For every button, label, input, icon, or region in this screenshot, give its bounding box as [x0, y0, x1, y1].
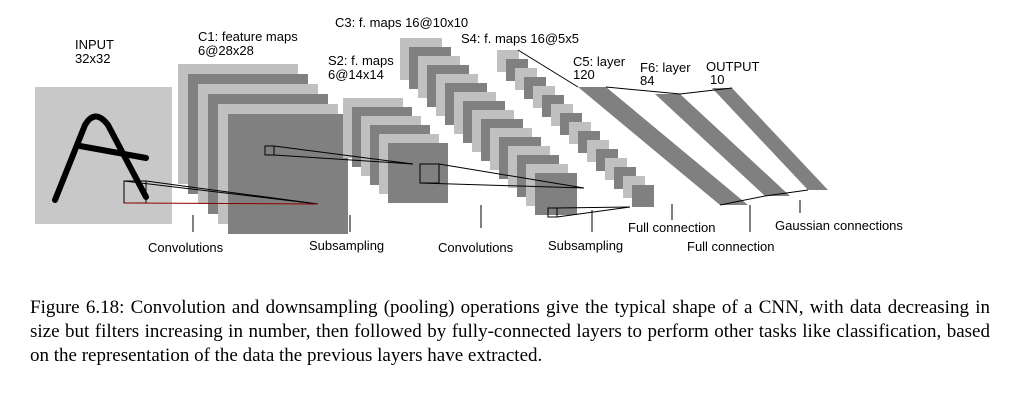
s2-dims: 6@14x14: [328, 67, 384, 82]
cnn-architecture-diagram: INPUT 32x32 C1: feature maps 6@28x28 S2:…: [35, 15, 903, 255]
s4-feature-maps: [497, 50, 654, 207]
input-image: [35, 87, 172, 224]
s2-map: [388, 143, 448, 203]
f6-dims: 84: [640, 73, 654, 88]
s2-feature-maps: [343, 98, 448, 203]
c3-receptive-field: [547, 207, 558, 218]
cone-line: [556, 206, 631, 209]
cone-line: [419, 182, 585, 189]
c5-label: C5: layer: [573, 54, 626, 69]
full-connection-line: [719, 195, 766, 206]
cone-line: [273, 154, 414, 165]
c1-feature-maps: [178, 64, 348, 234]
s4-label: S4: f. maps 16@5x5: [461, 31, 579, 46]
c5-layer-bar: [578, 87, 748, 205]
c1-label: C1: feature maps: [198, 29, 298, 44]
c5-dims: 120: [573, 67, 595, 82]
sub1-label: Subsampling: [309, 238, 384, 253]
c3-map: [535, 173, 577, 215]
fully-connected-layers: [517, 49, 828, 206]
input-letter-a: [52, 113, 149, 203]
output-label: OUTPUT: [706, 59, 760, 74]
cone-line: [123, 202, 319, 205]
figure-caption: Figure 6.18: Convolution and downsamplin…: [30, 297, 990, 366]
full-connection-line: [679, 87, 733, 95]
sub2-label: Subsampling: [548, 238, 623, 253]
full-connection-line: [605, 86, 681, 95]
cone-line: [556, 206, 631, 218]
gauss-label: Gaussian connections: [775, 218, 903, 233]
conv2-label: Convolutions: [438, 240, 514, 255]
c1-receptive-field: [264, 145, 275, 156]
separator-ticks: [192, 200, 801, 232]
c1-map: [228, 114, 348, 234]
cone-line: [438, 163, 585, 189]
full1-label: Full connection: [628, 220, 715, 235]
input-label: INPUT: [75, 37, 114, 52]
full-connection-line: [517, 49, 579, 88]
c1-dims: 6@28x28: [198, 43, 254, 58]
input-layer: [35, 87, 172, 224]
receptive-field-lines: [123, 145, 631, 218]
output-layer-bar: [712, 88, 828, 190]
f6-label: F6: layer: [640, 60, 691, 75]
input-dims: 32x32: [75, 51, 110, 66]
full-connection-line: [764, 189, 809, 197]
f6-layer-bar: [655, 94, 790, 196]
s2-label: S2: f. maps: [328, 53, 394, 68]
cone-line: [145, 180, 319, 205]
c3-feature-maps: [400, 38, 577, 215]
conv1-label: Convolutions: [148, 240, 224, 255]
output-dims: 10: [710, 72, 724, 87]
full2-label: Full connection: [687, 239, 774, 254]
c3-label: C3: f. maps 16@10x10: [335, 15, 468, 30]
s4-map: [632, 185, 654, 207]
cone-line: [273, 145, 414, 165]
